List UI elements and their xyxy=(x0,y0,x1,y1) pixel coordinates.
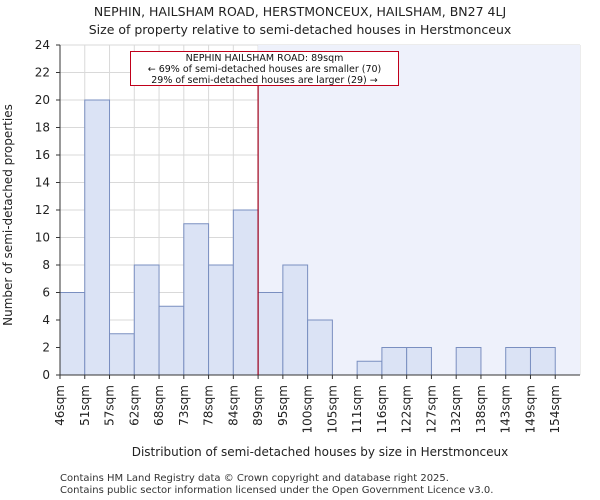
y-tick-label: 12 xyxy=(35,203,50,217)
x-tick-label: 73sqm xyxy=(177,385,191,426)
bar-84sqm xyxy=(232,209,259,376)
x-tick-label: 122sqm xyxy=(400,385,414,433)
bar-57sqm xyxy=(109,333,135,376)
x-tick-label: 84sqm xyxy=(226,385,240,426)
x-axis-label: Distribution of semi-detached houses by … xyxy=(132,445,509,459)
x-tick-label: 89sqm xyxy=(251,385,265,426)
property-annotation-box: NEPHIN HAILSHAM ROAD: 89sqm ← 69% of sem… xyxy=(130,51,399,86)
y-tick-label: 2 xyxy=(42,341,50,355)
x-tick-label: 143sqm xyxy=(499,385,513,433)
bar-78sqm xyxy=(208,264,234,376)
x-tick-label: 57sqm xyxy=(103,385,117,426)
bar-111sqm xyxy=(356,360,383,376)
y-tick-label: 24 xyxy=(35,38,50,52)
x-tick-label: 46sqm xyxy=(53,385,67,426)
x-tick-label: 111sqm xyxy=(350,385,364,433)
x-tick-label: 78sqm xyxy=(202,385,216,426)
x-tick-label: 62sqm xyxy=(127,385,141,426)
x-tick-label: 149sqm xyxy=(523,385,537,433)
x-tick-label: 132sqm xyxy=(449,385,463,433)
x-tick-label: 138sqm xyxy=(474,385,488,433)
bar-132sqm xyxy=(455,347,482,376)
annotation-line-1: NEPHIN HAILSHAM ROAD: 89sqm xyxy=(185,53,344,64)
bar-116sqm xyxy=(381,347,408,376)
y-tick-label: 0 xyxy=(42,368,50,382)
y-tick-label: 18 xyxy=(35,121,50,135)
y-tick-label: 16 xyxy=(35,148,50,162)
chart-title: Size of property relative to semi-detach… xyxy=(88,22,512,37)
bar-95sqm xyxy=(282,264,309,376)
footer-licence: Contains public sector information licen… xyxy=(60,485,494,496)
y-tick-label: 6 xyxy=(42,286,50,300)
x-tick-label: 127sqm xyxy=(424,385,438,433)
y-axis-label: Number of semi-detached properties xyxy=(1,104,15,326)
y-tick-label: 10 xyxy=(35,231,50,245)
bar-46sqm xyxy=(59,292,86,376)
x-tick-label: 105sqm xyxy=(325,385,339,433)
x-tick-label: 68sqm xyxy=(152,385,166,426)
bar-62sqm xyxy=(133,264,160,376)
footer-copyright: Contains HM Land Registry data © Crown c… xyxy=(60,473,449,484)
bar-68sqm xyxy=(158,305,185,376)
y-tick-label: 8 xyxy=(42,258,50,272)
x-tick-label: 51sqm xyxy=(78,385,92,426)
bar-51sqm xyxy=(84,99,111,376)
bar-73sqm xyxy=(183,223,210,376)
chart-title-address: NEPHIN, HAILSHAM ROAD, HERSTMONCEUX, HAI… xyxy=(93,4,507,19)
x-tick-label: 95sqm xyxy=(276,385,290,426)
bar-89sqm xyxy=(257,292,284,376)
y-tick-label: 4 xyxy=(42,313,50,327)
bar-100sqm xyxy=(307,319,333,376)
bar-149sqm xyxy=(529,347,556,376)
annotation-line-2: ← 69% of semi-detached houses are smalle… xyxy=(147,64,382,75)
annotation-line-3: 29% of semi-detached houses are larger (… xyxy=(151,75,378,86)
y-tick-label: 20 xyxy=(35,93,50,107)
x-tick-label: 154sqm xyxy=(548,385,562,433)
bar-143sqm xyxy=(505,347,531,376)
x-tick-label: 116sqm xyxy=(375,385,389,433)
y-tick-label: 22 xyxy=(35,66,50,80)
bar-122sqm xyxy=(406,347,432,376)
x-tick-label: 100sqm xyxy=(301,385,315,433)
y-tick-label: 14 xyxy=(35,176,50,190)
